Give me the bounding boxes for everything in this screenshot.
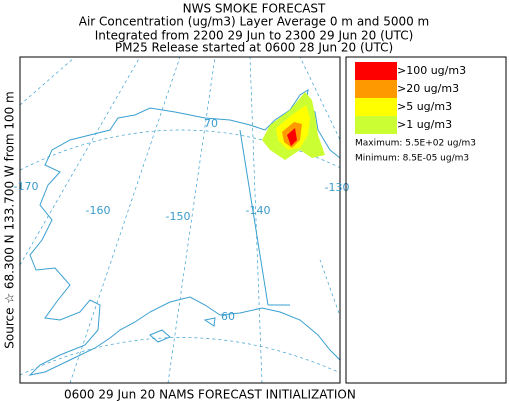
subtitle: Integrated from 2200 29 Jun to 2300 29 J… bbox=[95, 29, 414, 43]
source-label: Source ☆ 68.300 N 133.700 W from 100 m bbox=[3, 91, 17, 348]
title: NWS SMOKE FORECAST bbox=[183, 2, 326, 16]
subtitle: PM25 Release started at 0600 28 Jun 20 (… bbox=[115, 41, 393, 55]
graticule-label: 70 bbox=[204, 117, 218, 130]
legend-swatch bbox=[355, 62, 397, 80]
graticule-label: -140 bbox=[246, 204, 271, 217]
map bbox=[19, 56, 341, 384]
graticule-label: -130 bbox=[325, 181, 350, 194]
legend-label: >20 ug/m3 bbox=[397, 82, 459, 95]
graticule-label: -160 bbox=[86, 204, 111, 217]
legend-box bbox=[345, 56, 507, 384]
legend-swatch bbox=[355, 80, 397, 98]
minimum: Minimum: 8.5E-05 ug/m3 bbox=[355, 154, 469, 164]
footer: 0600 29 Jun 20 NAMS FORECAST INITIALIZAT… bbox=[64, 388, 356, 401]
legend-swatch bbox=[355, 98, 397, 116]
legend-swatch bbox=[355, 116, 397, 134]
graticule-label: -170 bbox=[14, 180, 39, 193]
subtitle: Air Concentration (ug/m3) Layer Average … bbox=[79, 15, 430, 29]
legend-label: >5 ug/m3 bbox=[397, 100, 452, 113]
graticule-label: 60 bbox=[221, 310, 235, 323]
graticule-label: -150 bbox=[166, 210, 191, 223]
legend-label: >100 ug/m3 bbox=[397, 64, 466, 77]
maximum: Maximum: 5.5E+02 ug/m3 bbox=[355, 139, 476, 149]
legend-label: >1 ug/m3 bbox=[397, 118, 452, 131]
